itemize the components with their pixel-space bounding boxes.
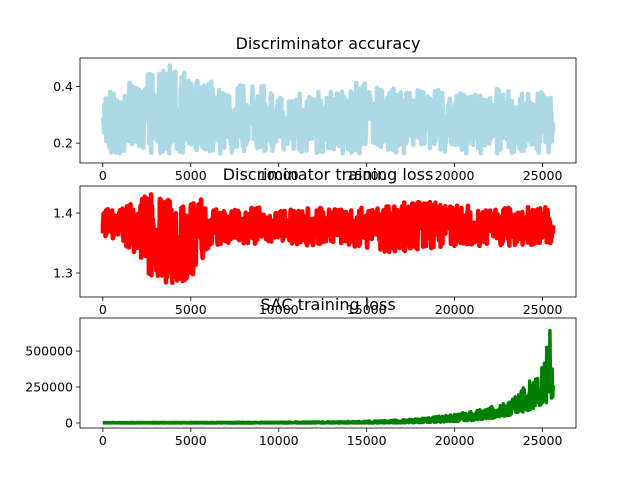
accuracy-title: Discriminator accuracy: [236, 34, 421, 53]
sac-loss-plot-area: [101, 328, 555, 425]
accuracy-x-tick-label: 5000: [175, 168, 207, 183]
accuracy-plot-area: [100, 63, 556, 157]
panel-discriminator-accuracy: 0 5000 10000 15000 20000 25000 0.2 0.4 Discrimi…: [53, 34, 577, 183]
disc-loss-series-line: [100, 192, 556, 286]
sac-loss-x-tick-label: 15000: [347, 433, 387, 448]
sac-loss-x-tick-label: 25000: [523, 433, 563, 448]
accuracy-series-line: [100, 63, 556, 157]
accuracy-x-tick-label: 25000: [523, 168, 563, 183]
disc-loss-x-tick-label: 20000: [435, 302, 475, 317]
disc-loss-y-tick-label: 1.4: [53, 206, 73, 221]
sac-loss-series-line: [101, 328, 555, 425]
disc-loss-ticks: 0 5000 10000 15000 20000 25000 1.3 1.4: [53, 206, 562, 318]
accuracy-x-tick-label: 10000: [259, 168, 299, 183]
accuracy-x-tick-label: 0: [99, 168, 107, 183]
sac-loss-x-tick-label: 10000: [259, 433, 299, 448]
sac-loss-y-tick-label: 0: [65, 415, 73, 430]
disc-loss-y-tick-label: 1.3: [53, 266, 73, 281]
sac-loss-x-tick-label: 20000: [435, 433, 475, 448]
disc-loss-title: Discriminator training loss: [223, 165, 434, 184]
sac-loss-y-tick-label: 250000: [25, 380, 73, 395]
disc-loss-x-tick-label: 25000: [523, 302, 563, 317]
accuracy-y-tick-label: 0.4: [53, 79, 73, 94]
sac-loss-x-tick-label: 5000: [175, 433, 207, 448]
disc-loss-x-tick-label: 0: [99, 302, 107, 317]
disc-loss-x-tick-label: 5000: [175, 302, 207, 317]
disc-loss-axes-frame: [79, 185, 577, 298]
accuracy-x-tick-label: 20000: [435, 168, 475, 183]
disc-loss-x-tick-label: 15000: [347, 302, 387, 317]
sac-loss-axes-frame: [79, 317, 577, 429]
sac-loss-y-tick-label: 500000: [25, 344, 73, 359]
disc-loss-x-tick-label: 10000: [259, 302, 299, 317]
panel-discriminator-training-loss: 0 5000 10000 15000 20000 25000 1.3 1.4 Discrimi…: [53, 165, 577, 318]
accuracy-y-tick-label: 0.2: [53, 136, 73, 151]
sac-loss-title: SAC training loss: [260, 295, 395, 314]
sac-loss-x-tick-label: 0: [99, 433, 107, 448]
accuracy-axes-frame: [79, 57, 577, 164]
accuracy-x-tick-label: 15000: [347, 168, 387, 183]
accuracy-ticks: 0 5000 10000 15000 20000 25000 0.2 0.4: [53, 79, 562, 183]
disc-loss-plot-area: [100, 192, 556, 286]
